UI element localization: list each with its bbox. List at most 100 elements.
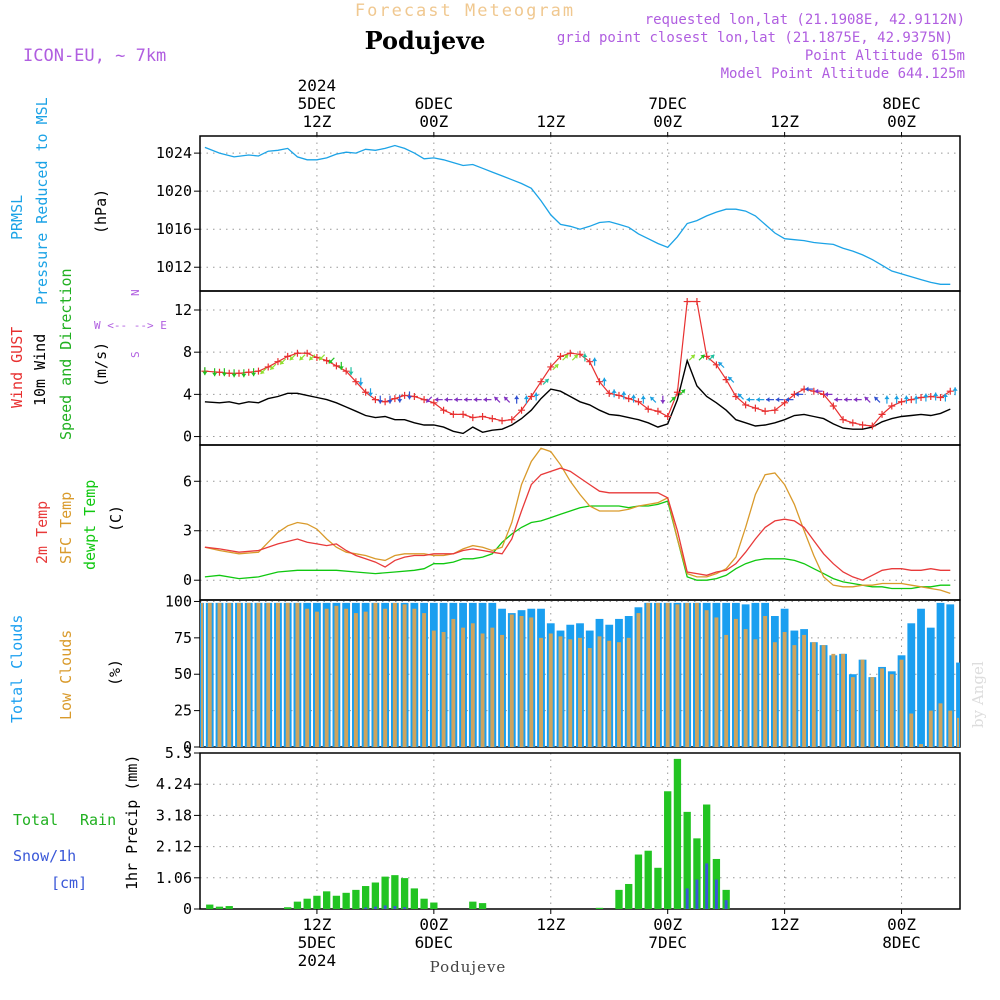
snow-bar <box>695 879 699 909</box>
gust-marker <box>888 402 896 410</box>
rain-bar <box>469 901 477 909</box>
wind-barb-head <box>853 397 858 403</box>
wind-barb-head <box>523 395 529 400</box>
pressure-labels: PRMSL Pressure Reduced to MSL (hPa) <box>8 97 110 305</box>
wind-barb <box>737 393 744 400</box>
wind-barb <box>212 368 218 377</box>
gust-marker <box>235 369 243 377</box>
low-cloud-bar <box>743 629 748 747</box>
pressure-desc-label: Pressure Reduced to MSL <box>33 97 51 305</box>
gust-marker <box>742 401 750 409</box>
gust-marker <box>917 394 925 402</box>
gust-marker <box>927 392 935 400</box>
wind-barb-head <box>348 371 354 376</box>
ytick-label: 0 <box>183 428 192 446</box>
temp-unit-label: (C) <box>107 505 125 532</box>
low-cloud-bar <box>821 645 826 747</box>
gust-marker <box>946 387 954 395</box>
wind-barb-head <box>454 397 458 403</box>
gust-marker <box>313 353 321 361</box>
gust-marker <box>391 395 399 403</box>
low-cloud-bar <box>919 744 923 747</box>
wind-barb <box>221 368 227 377</box>
ytick-label: 1016 <box>156 220 192 238</box>
wind-barb <box>834 397 843 403</box>
gust-marker <box>878 410 886 418</box>
wind-barb-head <box>504 396 509 402</box>
wind-barb-head <box>221 372 227 377</box>
wind10-label: 10m Wind <box>31 334 49 406</box>
wind-barb-head <box>690 354 695 359</box>
bottom-time-label: 12Z <box>770 915 799 934</box>
wind-barb <box>718 361 725 369</box>
wind-barb-head <box>573 354 578 359</box>
wind-barb-head <box>952 387 958 391</box>
dewpt-line <box>204 500 951 590</box>
wind-barb <box>463 397 472 403</box>
total-cloud-bar <box>936 602 945 747</box>
low-cloud-bar <box>753 639 758 747</box>
bottom-time-label: 00Z <box>887 915 916 934</box>
gust-marker <box>839 416 847 424</box>
wind-barb <box>454 397 463 403</box>
wind-barb <box>202 367 208 376</box>
ytick-label: 25 <box>174 702 192 720</box>
wind-barb-head <box>426 398 431 403</box>
ytick-label: 4 <box>183 385 192 403</box>
location-title: Podujeve <box>365 26 486 55</box>
rain-bar <box>284 907 292 909</box>
ytick-label: 12 <box>174 301 192 319</box>
low-clouds-label: Low Clouds <box>57 630 75 720</box>
snow-bar <box>403 907 407 909</box>
low-cloud-bar <box>237 602 241 747</box>
wind-barb-head <box>843 397 848 403</box>
wind-barb-head <box>766 397 770 403</box>
gust-marker <box>469 414 477 422</box>
temp2m-label: 2m Temp <box>33 501 51 564</box>
wind-barb-head <box>834 397 838 403</box>
rain-bar <box>595 907 604 909</box>
wind-barb <box>425 396 433 403</box>
wind-barb <box>397 394 403 403</box>
wind-barb <box>933 392 939 401</box>
wind-unit-label: (m/s) <box>92 342 110 387</box>
ytick-label: 1024 <box>156 144 192 162</box>
wind-barb-head <box>621 391 627 395</box>
gust-marker <box>605 389 613 397</box>
gust-marker <box>537 378 545 386</box>
panel-frame <box>199 290 961 446</box>
wind-barb <box>621 391 627 400</box>
low-cloud-bar <box>529 617 534 747</box>
wind-barb <box>942 393 948 402</box>
wind-barb-head <box>737 393 743 398</box>
rain-bar <box>654 867 662 909</box>
wind-barb <box>260 367 267 375</box>
gust-marker <box>527 392 535 400</box>
low-cloud-bar <box>880 668 884 747</box>
wind-barb-head <box>660 400 666 404</box>
gust-marker <box>215 368 223 376</box>
wind-barb <box>318 354 326 361</box>
wind-barb <box>571 354 579 361</box>
low-cloud-bar <box>470 623 475 747</box>
low-cloud-bar <box>860 659 865 747</box>
rain-bar <box>342 892 350 909</box>
low-cloud-bar <box>636 613 641 747</box>
bottom-time-label: 00Z <box>653 915 682 934</box>
panel-pressure: 1012 1016 1020 1024 <box>156 135 961 292</box>
watermark: by Angel <box>969 661 987 728</box>
wind-barb-head <box>592 357 598 362</box>
footer-location: Podujeve <box>430 958 507 976</box>
rain-bar <box>615 889 623 909</box>
rain-bar <box>625 883 633 909</box>
wind-barb-head <box>775 397 780 403</box>
wind-barb-head <box>463 397 468 403</box>
gust-marker <box>284 352 292 360</box>
ytick-label: 1.06 <box>156 869 192 887</box>
wind-barb <box>631 394 637 403</box>
temp-labels: 2m Temp SFC Temp dewpt Temp (C) <box>33 480 125 570</box>
low-cloud-bar <box>763 616 768 747</box>
gust-marker <box>849 419 857 427</box>
low-cloud-bar <box>597 636 602 747</box>
wind-dir-label: Speed and Direction <box>57 268 75 440</box>
